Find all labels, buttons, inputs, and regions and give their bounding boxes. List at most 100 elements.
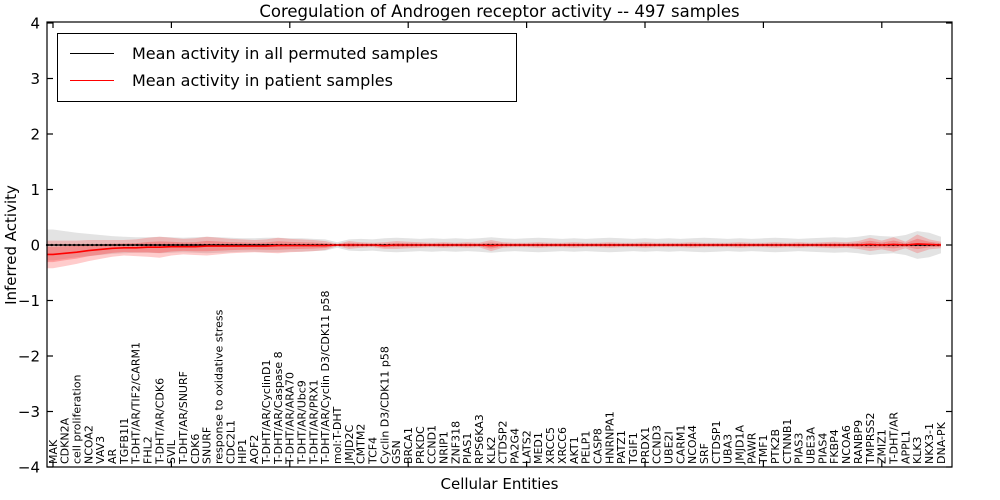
x-tick-label: NCOA2 (82, 425, 95, 464)
x-tick-label: CDK6 (189, 434, 202, 464)
x-tick-label: PAWR (745, 432, 758, 464)
x-tick-label: APPL1 (899, 430, 912, 464)
x-tick-label: TMPRSS2 (864, 413, 877, 465)
x-tick-label: VAV3 (94, 436, 107, 464)
y-tick-label: 3 (30, 70, 40, 88)
x-tick-label: AKT1 (568, 436, 581, 464)
x-tick-label: CMTM2 (355, 424, 368, 464)
x-tick-label: PRDX1 (639, 427, 652, 464)
x-tick-label: BRCA1 (402, 427, 415, 464)
x-tick-label: Cyclin D3/CDK11 p58 (378, 346, 391, 464)
series-lines (45, 243, 943, 256)
x-tick-label: HIP1 (236, 439, 249, 464)
y-tick-label: 1 (30, 181, 40, 199)
x-tick-label: T-DHT/AR/PRX1 (307, 379, 320, 465)
x-tick-label: UBE3A (805, 426, 818, 464)
x-tick-label: KLK2 (485, 436, 498, 464)
x-tick-label: CTDSP2 (497, 421, 510, 464)
legend-item-patient: Mean activity in patient samples (58, 67, 516, 94)
legend-item-permuted: Mean activity in all permuted samples (58, 40, 516, 67)
x-tick-label: RPS6KA3 (473, 414, 486, 464)
x-tick-label: PELP1 (580, 431, 593, 464)
x-tick-label: SVIL (165, 439, 178, 464)
patient-confidence-band (47, 234, 941, 269)
y-tick-label: −4 (18, 459, 40, 477)
x-tick-label: AOF2 (248, 435, 261, 464)
x-tick-label: T-DHT/AR/Ubc9 (295, 380, 308, 465)
x-tick-label: NKX3-1 (923, 423, 936, 464)
y-tick-label: −3 (18, 403, 40, 421)
x-tick-label: TMF1 (757, 434, 770, 465)
legend-line-sample-black (70, 53, 114, 54)
x-tick-label: ZMIZ1 (876, 429, 889, 464)
x-tick-label: MED1 (532, 432, 545, 464)
series-line-1 (47, 243, 942, 256)
confidence-bands (47, 229, 941, 269)
x-tick-label: JMJD2C (343, 425, 356, 465)
x-tick-label: JMJD1A (734, 425, 747, 465)
x-tick-label: CCND1 (426, 425, 439, 464)
y-tick-labels: −4 −3 −2 −1 0 1 2 3 4 (18, 15, 40, 477)
x-tick-label: XRCC5 (544, 427, 557, 464)
x-tick-label: PTK2B (769, 429, 782, 464)
axes (46, 21, 953, 468)
x-tick-label: T-DHT/AR/TIF2/CARM1 (130, 342, 143, 465)
x-tick-label: PATZ1 (615, 430, 628, 464)
x-tick-label: RANBP9 (852, 420, 865, 464)
x-tick-label: PA2G4 (509, 428, 522, 464)
x-tick-label: XRCC6 (556, 427, 569, 464)
x-tick-label: GSN (390, 440, 403, 464)
x-tick-label: TCF4 (366, 437, 379, 465)
x-tick-label: FHL2 (142, 436, 155, 464)
x-tick-label: T-DHT/AR/Caspase 8 (272, 351, 285, 465)
x-tick-label: HNRNPA1 (603, 411, 616, 464)
x-tick-label: SRF (698, 443, 711, 464)
x-tick-label: CDC2L1 (224, 420, 237, 464)
x-tick-label: TGFB1I1 (118, 418, 131, 465)
x-tick-label: CTNNB1 (781, 419, 794, 464)
x-tick-label: T-DHT/AR/Cyclin D3/CDK11 p58 (319, 290, 332, 465)
x-tick-label: AR (106, 448, 119, 464)
x-tick-label: T-DHT/AR/ARA70 (284, 372, 297, 465)
legend: Mean activity in all permuted samples Me… (57, 33, 517, 102)
x-tick-label: CTDSP1 (710, 421, 723, 464)
x-tick-label: T-DHT/AR/SNURF (177, 371, 190, 465)
x-tick-label: mol:T-DHT (331, 406, 344, 464)
y-tick-label: 0 (30, 237, 40, 255)
x-tick-label: PIAS1 (461, 433, 474, 464)
x-tick-label: T-DHT/AR (887, 412, 900, 465)
x-axis-title: Cellular Entities (440, 475, 559, 493)
x-tick-label: DNA-PK (935, 421, 948, 464)
y-tick-label: 2 (30, 126, 40, 144)
legend-line-sample-red (70, 80, 114, 81)
x-tick-label: PIAS3 (793, 433, 806, 464)
x-tick-label: T-DHT/AR/CyclinD1 (260, 359, 273, 465)
x-tick-label: NCOA6 (840, 425, 853, 464)
x-tick-label: NCOA4 (686, 425, 699, 464)
x-tick-label: UBA3 (722, 434, 735, 464)
x-tick-label: CCND3 (651, 425, 664, 464)
y-axis-title: Inferred Activity (2, 185, 20, 305)
x-tick-label: ZNF318 (449, 421, 462, 464)
x-tick-label: PIAS4 (816, 433, 829, 464)
chart-title: Coregulation of Androgen receptor activi… (259, 2, 740, 21)
x-tick-label: LATS2 (520, 430, 533, 464)
x-tick-label: TGIF1 (627, 432, 640, 465)
x-tick-label: KLK3 (911, 436, 924, 464)
x-tick-label: PRKDC (414, 426, 427, 464)
x-tick-label: response to oxidative stress (213, 309, 226, 464)
x-tick-label: CASP8 (591, 428, 604, 464)
y-tick-label: −2 (18, 348, 40, 366)
x-tick-label: CDKN2A (59, 417, 72, 464)
x-tick-label: MAK (47, 439, 60, 464)
x-tick-label: SNURF (201, 427, 214, 464)
x-tick-label: T-DHT/AR/CDK6 (153, 378, 166, 465)
x-tick-label: UBE2I (662, 431, 675, 464)
x-tick-label: FKBP4 (828, 429, 841, 464)
x-tick-label: CARM1 (674, 425, 687, 464)
legend-label: Mean activity in patient samples (132, 71, 393, 90)
x-tick-label: NRIP1 (438, 431, 451, 464)
